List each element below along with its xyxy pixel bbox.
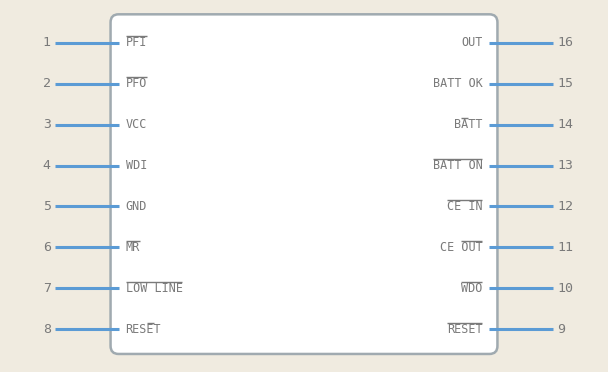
Text: PFI: PFI bbox=[126, 36, 147, 49]
Text: 15: 15 bbox=[558, 77, 573, 90]
Text: 9: 9 bbox=[558, 323, 565, 336]
Text: CE OUT: CE OUT bbox=[440, 241, 482, 254]
Text: 14: 14 bbox=[558, 118, 573, 131]
Text: BATT: BATT bbox=[454, 118, 482, 131]
Text: CE IN: CE IN bbox=[447, 200, 482, 213]
Text: WDO: WDO bbox=[461, 282, 482, 295]
FancyBboxPatch shape bbox=[111, 14, 497, 354]
Text: 7: 7 bbox=[43, 282, 50, 295]
Text: LOW LINE: LOW LINE bbox=[126, 282, 182, 295]
Text: WDI: WDI bbox=[126, 159, 147, 172]
Text: 16: 16 bbox=[558, 36, 573, 49]
Text: 11: 11 bbox=[558, 241, 573, 254]
Text: BATT ON: BATT ON bbox=[432, 159, 482, 172]
Text: PFO: PFO bbox=[126, 77, 147, 90]
Text: RESET: RESET bbox=[126, 323, 161, 336]
Text: 6: 6 bbox=[43, 241, 50, 254]
Text: RESET: RESET bbox=[447, 323, 482, 336]
Text: 1: 1 bbox=[43, 36, 50, 49]
Text: 12: 12 bbox=[558, 200, 573, 213]
Text: 3: 3 bbox=[43, 118, 50, 131]
Text: 13: 13 bbox=[558, 159, 573, 172]
Text: 10: 10 bbox=[558, 282, 573, 295]
Text: VCC: VCC bbox=[126, 118, 147, 131]
Text: 5: 5 bbox=[43, 200, 50, 213]
Text: GND: GND bbox=[126, 200, 147, 213]
Text: 8: 8 bbox=[43, 323, 50, 336]
Text: OUT: OUT bbox=[461, 36, 482, 49]
Text: BATT OK: BATT OK bbox=[432, 77, 482, 90]
Text: MR: MR bbox=[126, 241, 140, 254]
Text: 4: 4 bbox=[43, 159, 50, 172]
Text: 2: 2 bbox=[43, 77, 50, 90]
